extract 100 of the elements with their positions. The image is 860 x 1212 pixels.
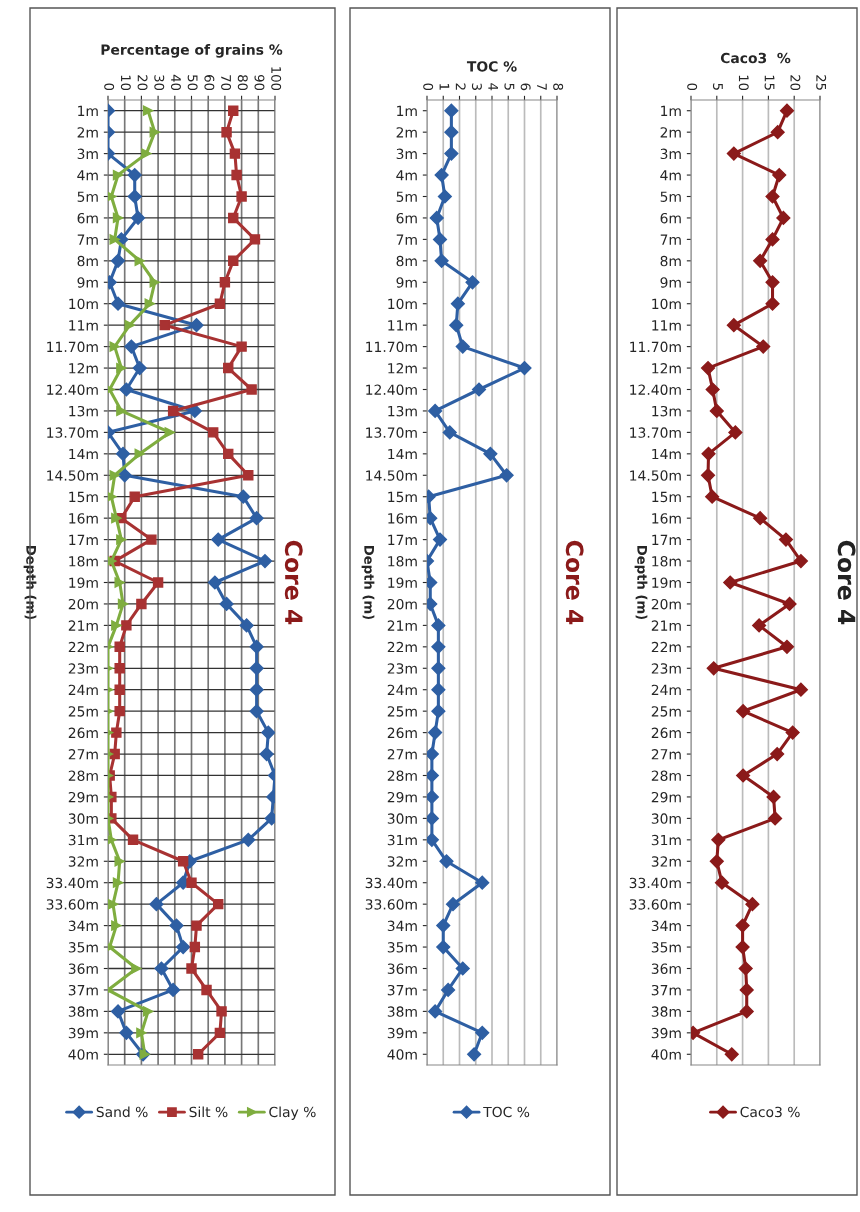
y-tick-label: 6m (77, 212, 98, 224)
y-tick-label: 38m (651, 1006, 681, 1017)
y-tick-label: 30m (387, 813, 417, 824)
y-tick-label: 15m (69, 491, 98, 503)
y-tick-label: 2m (396, 127, 417, 138)
y-tick-label: 25m (651, 706, 681, 717)
y-tick-label: 23m (68, 663, 98, 674)
text: Core 4 (837, 540, 856, 625)
y-tick-label: 2m (660, 127, 681, 138)
y-tick-label: 27m (651, 749, 681, 760)
legend-label: TOC % (483, 1106, 530, 1118)
y-tick-label: 35m (68, 942, 98, 953)
x-tick-label: 25 (816, 75, 827, 90)
y-tick-label: 34m (68, 920, 98, 932)
y-tick-label: 24m (68, 684, 98, 695)
y-tick-label: 33.40m (46, 877, 98, 889)
x-tick-label: 90 (254, 75, 265, 91)
x-tick-label: 4 (488, 83, 498, 91)
y-tick-label: 4m (396, 170, 417, 181)
y-tick-label: 8m (660, 255, 681, 267)
x-tick-label: 1 (439, 84, 450, 90)
y-tick-label: 5m (660, 191, 681, 202)
y-tick-label: 27m (68, 749, 98, 760)
y-tick-label: 7m (77, 234, 98, 245)
y-tick-label: 28m (651, 770, 681, 781)
y-tick-label: 8m (77, 255, 98, 267)
y-tick-label: 13.70m (630, 427, 681, 438)
y-tick-label: 24m (651, 684, 681, 695)
x-tick-label: 5 (712, 83, 723, 90)
y-tick-label: 39m (651, 1027, 681, 1039)
y-tick-label: 2m (77, 127, 98, 138)
text: Core 4 (565, 540, 584, 625)
y-tick-label: 6m (396, 212, 417, 224)
y-tick-label: 31m (651, 834, 681, 846)
y-tick-label: 29m (387, 791, 417, 803)
y-tick-label: 10m (652, 298, 681, 310)
legend-label: Caco3 % (740, 1106, 800, 1118)
y-tick-label: 18m (69, 556, 98, 567)
x-tick-label: 20 (790, 75, 801, 91)
x-tick-label: 80 (237, 75, 248, 91)
x-tick-label: 7 (537, 83, 547, 90)
y-tick-label: 26m (387, 727, 417, 739)
y-tick-label: 25m (387, 706, 417, 717)
x-tick-label: 0 (423, 83, 434, 91)
y-tick-label: 12m (388, 363, 417, 374)
y-tick-label: 1m (78, 105, 98, 116)
y-tick-label: 36m (387, 963, 417, 974)
y-tick-label: 17m (69, 534, 98, 545)
y-tick-label: 40m (68, 1049, 98, 1060)
y-tick-label: 13m (652, 405, 681, 417)
x-axis-title: Percentage of grains % (101, 44, 283, 58)
y-tick-label: 30m (68, 813, 98, 824)
y-tick-label: 15m (652, 491, 681, 503)
x-tick-label: 5 (504, 83, 515, 90)
x-tick-label: 2 (455, 83, 466, 90)
y-tick-label: 27m (387, 749, 417, 760)
y-tick-label: 33.40m (365, 877, 417, 889)
y-tick-label: 16m (388, 513, 417, 524)
x-tick-label: 60 (204, 75, 215, 91)
y-tick-label: 38m (68, 1006, 98, 1017)
y-tick-label: 6m (660, 212, 681, 224)
y-tick-label: 20m (387, 598, 417, 610)
x-tick-label: 100 (271, 67, 282, 91)
y-tick-label: 3m (660, 148, 681, 160)
y-tick-label: 40m (387, 1049, 417, 1060)
y-tick-label: 29m (651, 791, 681, 803)
y-tick-label: 15m (388, 491, 417, 503)
y-tick-label: 14.50m (47, 470, 98, 481)
text: Core 4 (284, 540, 303, 625)
y-tick-label: 10m (388, 298, 417, 310)
y-tick-label: 11m (652, 320, 681, 331)
x-tick-label: 3 (471, 83, 482, 90)
y-tick-label: 24m (387, 684, 417, 695)
x-tick-label: 8 (553, 83, 564, 91)
y-tick-label: 26m (651, 727, 681, 739)
y-tick-label: 5m (396, 191, 417, 202)
x-axis-title: Caco3 % (720, 52, 791, 64)
y-tick-label: 33.60m (365, 899, 417, 910)
y-tick-label: 25m (68, 706, 98, 717)
y-tick-label: 37m (651, 984, 681, 996)
x-tick-label: 70 (221, 75, 232, 91)
y-tick-label: 14m (652, 448, 681, 460)
y-tick-label: 1m (397, 105, 417, 116)
y-tick-label: 26m (68, 727, 98, 739)
y-tick-label: 17m (652, 534, 681, 545)
y-tick-label: 16m (652, 513, 681, 524)
y-tick-label: 22m (651, 641, 681, 653)
y-tick-label: 16m (69, 513, 98, 524)
y-tick-label: 14m (69, 448, 98, 460)
y-axis-title: Depth (m) (361, 545, 375, 620)
y-tick-label: 13.70m (366, 427, 417, 438)
y-tick-label: 33.60m (629, 899, 681, 910)
y-tick-label: 12.40m (366, 384, 417, 395)
y-tick-label: 7m (660, 234, 681, 245)
y-tick-label: 14.50m (366, 470, 417, 481)
y-tick-label: 4m (660, 170, 681, 181)
x-tick-label: 30 (154, 75, 165, 91)
y-tick-label: 34m (387, 920, 417, 932)
y-tick-label: 28m (387, 770, 417, 781)
y-tick-label: 37m (387, 984, 417, 996)
